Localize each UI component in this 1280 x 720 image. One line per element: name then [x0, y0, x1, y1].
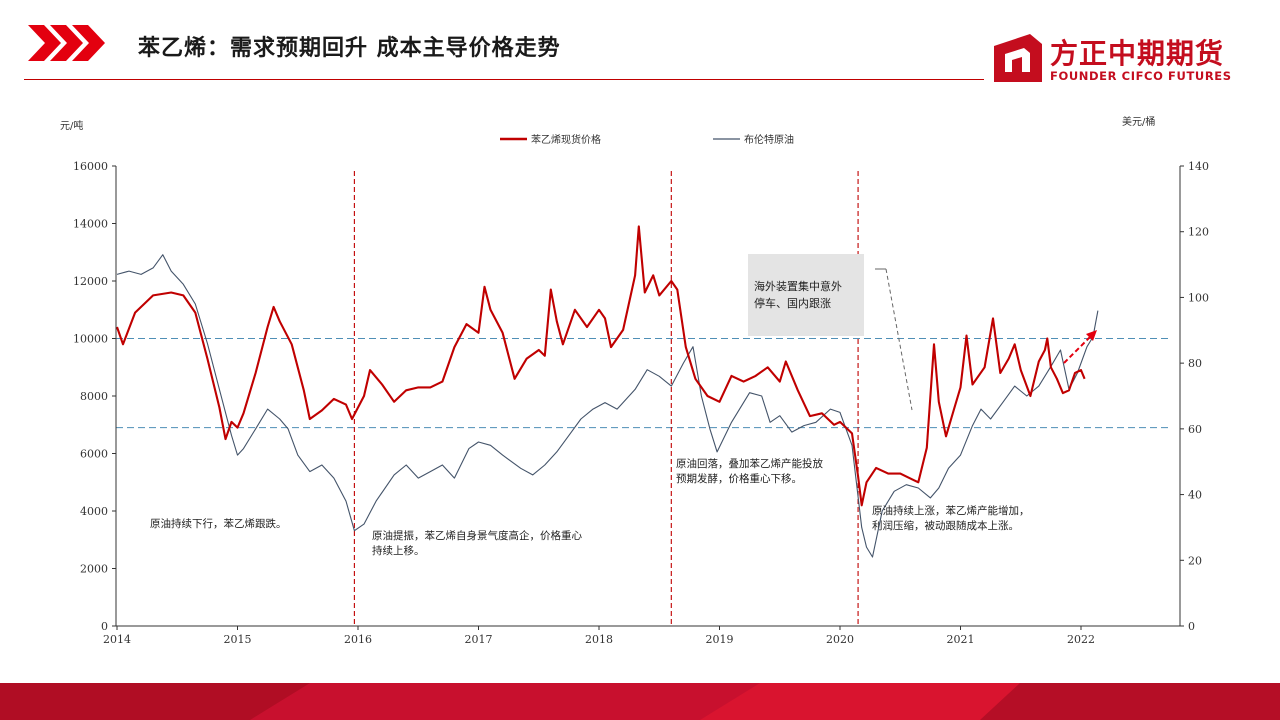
series-lines	[116, 225, 1099, 558]
right-tick-label: 60	[1188, 423, 1202, 436]
series-line-brent	[116, 254, 1099, 558]
series-line-styrene	[116, 225, 1086, 507]
right-tick-label: 0	[1188, 620, 1195, 633]
left-tick-label: 12000	[73, 275, 108, 288]
left-tick-label: 8000	[80, 390, 108, 403]
brand-name-en: FOUNDER CIFCO FUTURES	[1050, 69, 1232, 83]
right-axis-unit: 美元/桶	[1122, 115, 1155, 128]
legend-label-brent: 布伦特原油	[744, 133, 794, 146]
left-tick-label: 6000	[80, 448, 108, 461]
callout-line-1: 海外装置集中意外	[754, 280, 842, 293]
x-tick-label: 2022	[1067, 633, 1095, 646]
right-tick-label: 140	[1188, 160, 1209, 173]
x-tick-label: 2018	[585, 633, 613, 646]
right-tick-label: 120	[1188, 226, 1209, 239]
footer-band	[0, 683, 1280, 720]
x-tick-label: 2019	[706, 633, 734, 646]
annotation-3: 原油回落，叠加苯乙烯产能投放 预期发酵，价格重心下移。	[676, 457, 823, 485]
legend-label-styrene: 苯乙烯现货价格	[531, 133, 601, 146]
callout-line-2: 停车、国内跟涨	[754, 297, 831, 310]
chart-axes: 0200040006000800010000120001400016000020…	[73, 160, 1209, 646]
x-tick-label: 2021	[947, 633, 975, 646]
annotation-1-line-1: 原油持续下行，苯乙烯跟跌。	[150, 517, 287, 530]
annotation-3-line-2: 预期发酵，价格重心下移。	[676, 472, 802, 485]
trend-arrowhead	[1086, 330, 1097, 341]
right-tick-label: 80	[1188, 357, 1202, 370]
brand-mark-icon	[994, 34, 1042, 82]
x-tick-label: 2017	[465, 633, 493, 646]
x-tick-label: 2016	[344, 633, 372, 646]
brand-name-cn: 方正中期期货	[1050, 37, 1225, 70]
annotation-2-line-2: 持续上移。	[372, 544, 425, 557]
event-lines	[353, 171, 859, 626]
left-tick-label: 10000	[73, 333, 108, 346]
trend-arrow	[1063, 334, 1093, 364]
right-tick-label: 100	[1188, 291, 1209, 304]
annotation-2: 原油提振，苯乙烯自身景气度高企，价格重心 持续上移。	[372, 529, 582, 557]
left-tick-label: 4000	[80, 505, 108, 518]
callout-pointer-dashed	[885, 268, 913, 411]
left-tick-label: 16000	[73, 160, 108, 173]
annotation-2-line-1: 原油提振，苯乙烯自身景气度高企，价格重心	[372, 529, 582, 542]
header-chevron-icon	[28, 25, 105, 61]
brand-logo: 方正中期期货 FOUNDER CIFCO FUTURES	[992, 30, 1252, 86]
annotation-4-line-2: 利润压缩，被动跟随成本上涨。	[872, 519, 1019, 532]
annotation-4-line-1: 原油持续上涨，苯乙烯产能增加，	[872, 504, 1030, 517]
legend: 苯乙烯现货价格 布伦特原油	[500, 133, 794, 146]
annotation-3-line-1: 原油回落，叠加苯乙烯产能投放	[676, 457, 823, 470]
x-tick-label: 2020	[826, 633, 854, 646]
left-axis-unit: 元/吨	[60, 119, 83, 132]
left-tick-label: 0	[101, 620, 108, 633]
left-tick-label: 14000	[73, 218, 108, 231]
x-tick-label: 2015	[224, 633, 252, 646]
right-tick-label: 40	[1188, 489, 1202, 502]
header-divider	[24, 79, 984, 80]
callout-note: 海外装置集中意外 停车、国内跟涨	[748, 254, 864, 336]
x-tick-label: 2014	[103, 633, 131, 646]
left-tick-label: 2000	[80, 563, 108, 576]
page-title: 苯乙烯：需求预期回升 成本主导价格走势	[138, 36, 561, 61]
annotation-1: 原油持续下行，苯乙烯跟跌。	[150, 517, 287, 530]
right-tick-label: 20	[1188, 554, 1202, 567]
annotation-4: 原油持续上涨，苯乙烯产能增加， 利润压缩，被动跟随成本上涨。	[872, 504, 1030, 532]
